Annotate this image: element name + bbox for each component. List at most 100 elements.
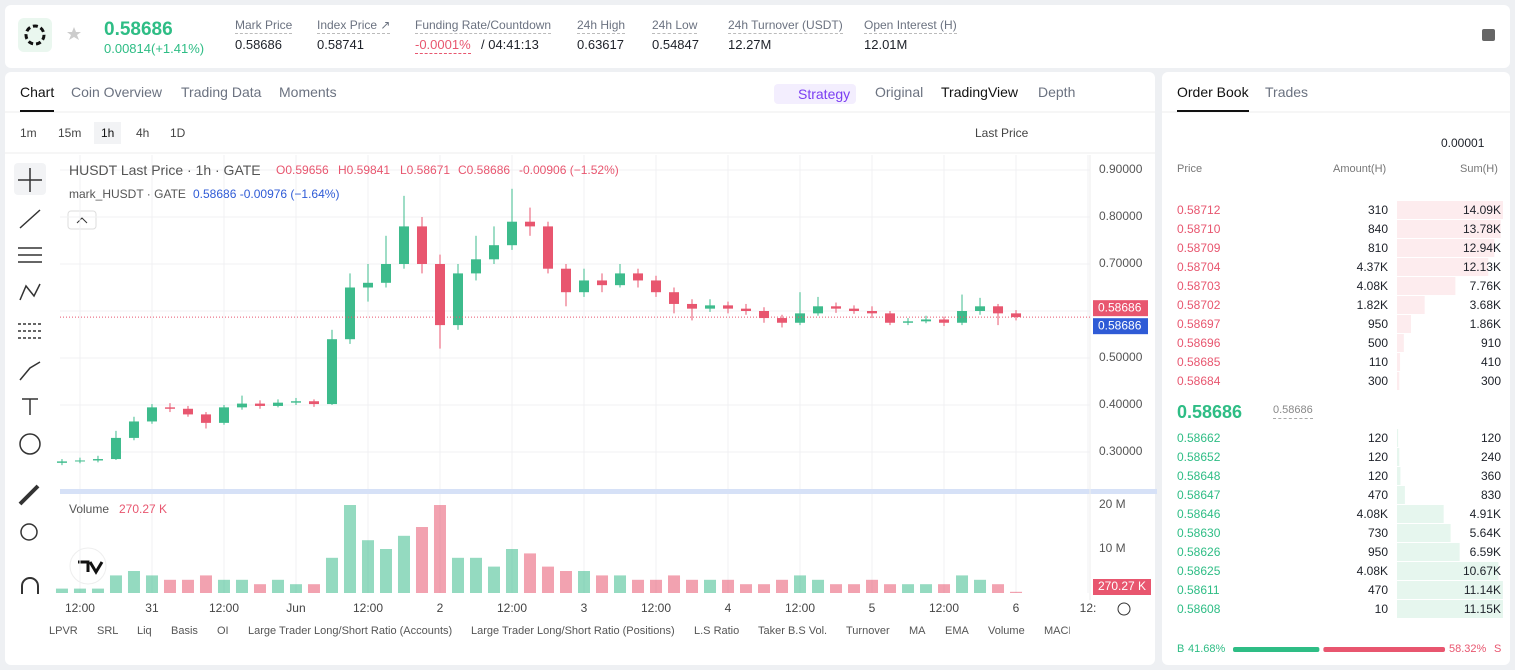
view-tab[interactable]: Depth [1038, 84, 1076, 100]
tab[interactable]: Trades [1265, 84, 1309, 100]
order-amount: 4.08K [1356, 507, 1388, 521]
candle-body [849, 308, 860, 312]
volume-bar [343, 505, 356, 593]
depth-bar [1397, 239, 1495, 257]
indicator[interactable]: Taker B.S Vol. [758, 625, 828, 637]
price-tag [1093, 300, 1148, 317]
crosshair-tool[interactable] [18, 168, 42, 192]
volume-bar [776, 579, 789, 593]
tab[interactable]: Chart [20, 84, 55, 112]
mid-mark: 0.58686 [1273, 402, 1313, 419]
volume-bar [668, 575, 681, 593]
emoji-tool[interactable] [19, 433, 41, 455]
order-sum: 6.59K [1469, 545, 1501, 559]
order-amount: 120 [1367, 450, 1388, 464]
x-tick-label: 12:00 [209, 601, 239, 615]
depth-bar [1397, 467, 1401, 485]
view-tab[interactable]: TradingView [941, 84, 1019, 100]
order-sum: 240 [1480, 450, 1501, 464]
legend-change: -0.00906 (−1.52%) [519, 163, 619, 177]
volume-bar [253, 584, 266, 593]
pattern-tool[interactable] [19, 283, 41, 301]
timeframe[interactable]: 15m [58, 126, 82, 140]
volume-bar [199, 575, 212, 593]
depth-bar [1397, 524, 1451, 542]
timeframe[interactable]: 1m [20, 126, 37, 140]
volume-bar [794, 575, 807, 593]
indicator[interactable]: MA [909, 625, 926, 637]
indicator[interactable]: Large Trader Long/Short Ratio (Accounts) [248, 625, 453, 637]
volume-bar [848, 584, 861, 593]
precision[interactable]: 0.00001 [1441, 136, 1485, 150]
timeframe[interactable]: 4h [136, 126, 150, 140]
depth-bar [1397, 562, 1499, 580]
indicator[interactable]: Liq [137, 625, 152, 637]
depth-bar [1397, 315, 1411, 333]
order-sum: 910 [1480, 336, 1501, 350]
order-price: 0.58684 [1177, 374, 1221, 388]
candle-body [92, 459, 103, 461]
x-tick-label: Jun [286, 601, 305, 615]
brush-tool[interactable] [19, 361, 41, 381]
indicator[interactable]: Basis [171, 625, 198, 637]
indicator[interactable]: EMA [945, 625, 969, 637]
sell-ratio: 58.32% [1449, 643, 1487, 655]
favorite[interactable] [67, 27, 81, 40]
depth-bar [1397, 581, 1503, 599]
volume-bar [91, 588, 104, 593]
tab[interactable]: Moments [279, 84, 337, 100]
buy-bar [1233, 647, 1320, 652]
last-price: 0.58686 [104, 19, 173, 40]
timeframe[interactable]: 1D [170, 126, 186, 140]
order-price: 0.58647 [1177, 488, 1221, 502]
depth-bar [1397, 600, 1503, 618]
candle-body [506, 221, 517, 246]
legend-mark: mark_HUSDT · GATE [69, 187, 186, 201]
indicator[interactable]: SRL [97, 625, 119, 637]
x-tick-label: 12:00 [929, 601, 959, 615]
logo [18, 18, 52, 52]
candle-body [687, 303, 698, 309]
fib-tool[interactable] [18, 247, 42, 263]
tab[interactable]: Coin Overview [71, 84, 163, 100]
price-source[interactable]: Last Price [975, 126, 1029, 140]
candle-body [957, 311, 968, 323]
measure-tool[interactable] [18, 323, 42, 339]
order-amount: 4.08K [1356, 279, 1388, 293]
tab[interactable]: Trading Data [181, 84, 262, 100]
chart-panel [5, 72, 1155, 665]
view-tab[interactable]: Strategy [774, 84, 857, 104]
volume-bar [217, 579, 230, 593]
x-tick-label: 3 [581, 601, 588, 615]
indicator[interactable]: Large Trader Long/Short Ratio (Positions… [471, 625, 675, 637]
order-amount: 730 [1367, 526, 1388, 540]
candle-body [398, 226, 409, 264]
indicator[interactable]: LPVR [49, 625, 78, 637]
settings-icon[interactable] [1482, 29, 1495, 41]
indicator[interactable]: MACD [1044, 625, 1070, 637]
ruler-tool[interactable] [18, 484, 40, 506]
order-sum: 300 [1480, 374, 1501, 388]
indicator[interactable]: OI [217, 625, 229, 637]
volume-bar [433, 505, 446, 593]
collapse-legend[interactable] [67, 210, 97, 230]
text-tool[interactable] [22, 398, 38, 415]
buy-ratio: 41.68% [1188, 643, 1226, 655]
candle-body [254, 403, 265, 406]
timeframe[interactable]: 1h [94, 122, 122, 144]
line-tool[interactable] [19, 209, 41, 229]
zoom-tool[interactable] [20, 523, 38, 541]
y-tick-label: 0.50000 [1099, 350, 1143, 364]
view-tab[interactable]: Original [875, 84, 924, 100]
candle-body [218, 407, 229, 423]
depth-bar [1397, 372, 1400, 390]
order-sum: 120 [1480, 431, 1501, 445]
indicator[interactable]: Volume [988, 625, 1025, 637]
candle-body [939, 319, 950, 323]
indicator[interactable]: Turnover [846, 625, 890, 637]
indicator[interactable]: L.S Ratio [694, 625, 740, 637]
settings[interactable] [1117, 602, 1131, 616]
depth-bar [1397, 505, 1444, 523]
magnet-tool[interactable] [21, 577, 39, 594]
tab[interactable]: Order Book [1177, 84, 1249, 112]
